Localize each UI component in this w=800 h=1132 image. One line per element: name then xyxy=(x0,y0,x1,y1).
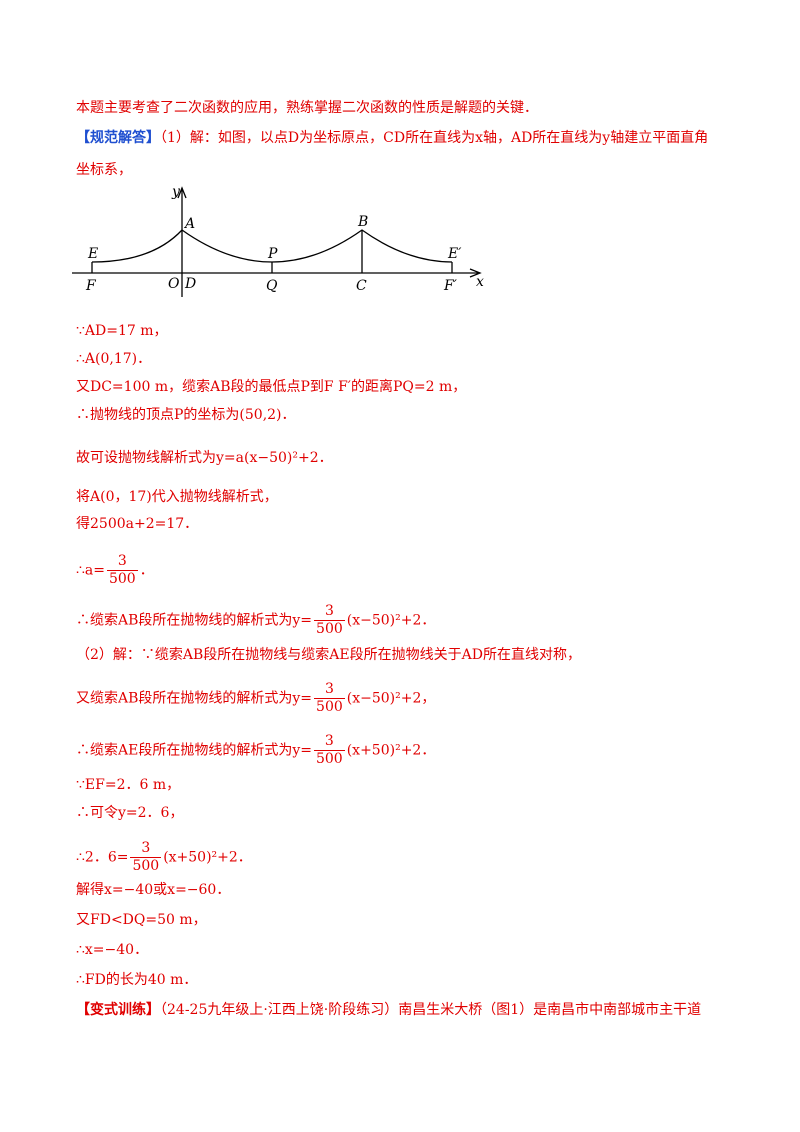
label: B xyxy=(357,214,368,230)
text-segment: 坐标系， xyxy=(76,162,132,178)
text-line: ∴可令y=2．6， xyxy=(76,803,183,823)
fraction: 3 500 xyxy=(313,733,345,768)
numerator: 3 xyxy=(314,681,345,699)
text-segment: ∴x=−40． xyxy=(76,942,149,958)
denominator: 500 xyxy=(315,751,343,767)
label: D xyxy=(184,276,196,292)
text-line: ∵AD=17 m， xyxy=(76,321,168,341)
text-line: 本题主要考查了二次函数的应用，熟练掌握二次函数的性质是解题的关键． xyxy=(76,98,538,118)
denominator: 500 xyxy=(108,571,136,587)
text-segment: 又DC=100 m，缆索AB段的最低点P到F F′的距离PQ=2 m， xyxy=(76,379,467,395)
text-segment: 本题主要考查了二次函数的应用，熟练掌握二次函数的性质是解题的关键． xyxy=(76,100,538,116)
text-line: ∴缆索AB段所在抛物线的解析式为y= 3 500 (x−50)²+2． xyxy=(76,603,435,638)
label: E′ xyxy=(447,246,462,262)
text-segment: （1）解：如图，以点D为坐标原点，CD所在直线为x轴，AD所在直线为y轴建立平面… xyxy=(160,130,709,146)
text-segment: （24-25九年级上·江西上饶·阶段练习）南昌生米大桥（图1）是南昌市中南部城市… xyxy=(160,1002,702,1018)
label: C xyxy=(356,278,367,294)
label: Q xyxy=(266,278,278,294)
text-segment: ∴缆索AB段所在抛物线的解析式为y= xyxy=(76,612,313,629)
text-segment: ∴FD的长为40 m． xyxy=(76,972,198,988)
text-segment: ∴2．6= xyxy=(76,849,129,866)
label: O xyxy=(168,276,180,292)
text-line: ∴A(0,17)． xyxy=(76,349,151,369)
numerator: 3 xyxy=(106,553,138,571)
text-line: ∴a= 3 500 ． xyxy=(76,553,154,588)
text-segment: (x−50)²+2， xyxy=(346,690,436,707)
text-segment: 解得x=−40或x=−60． xyxy=(76,882,231,898)
text-segment: ∴缆索AE段所在抛物线的解析式为y= xyxy=(76,742,312,759)
text-segment: 【变式训练】 xyxy=(76,1002,160,1018)
numerator: 3 xyxy=(314,603,345,621)
cable xyxy=(91,229,453,263)
text-line: ∴x=−40． xyxy=(76,940,148,960)
text-segment: ∵AD=17 m， xyxy=(76,323,168,339)
text-line: （2）解：∵缆索AB段所在抛物线与缆索AE段所在抛物线关于AD所在直线对称， xyxy=(76,645,581,665)
text-line: 将A(0，17)代入抛物线解析式， xyxy=(76,487,278,507)
denominator: 500 xyxy=(316,621,343,637)
fraction: 3 500 xyxy=(106,553,138,588)
text-segment: (x+50)²+2． xyxy=(163,849,252,866)
label: A xyxy=(183,216,195,232)
text-segment: 又缆索AB段所在抛物线的解析式为y= xyxy=(76,690,313,707)
text-segment: ∴A(0,17)． xyxy=(76,351,152,367)
text-line: 【规范解答】（1）解：如图，以点D为坐标原点，CD所在直线为x轴，AD所在直线为… xyxy=(76,128,708,148)
text-line: ∴抛物线的顶点P的坐标为(50,2)． xyxy=(76,405,296,425)
text-segment: 得2500a+2=17． xyxy=(76,516,199,532)
text-line: 解得x=−40或x=−60． xyxy=(76,880,230,900)
fraction: 3 500 xyxy=(314,603,345,638)
denominator: 500 xyxy=(132,858,160,874)
text-line: ∵EF=2．6 m， xyxy=(76,775,180,795)
label: F′ xyxy=(443,278,458,294)
text-line: ∴缆索AE段所在抛物线的解析式为y= 3 500 (x+50)²+2． xyxy=(76,733,435,768)
label: E xyxy=(87,246,98,262)
text-segment: (x+50)²+2． xyxy=(346,742,436,759)
text-line: ∴2．6= 3 500 (x+50)²+2． xyxy=(76,840,252,875)
text-segment: (x−50)²+2． xyxy=(346,612,436,629)
text-segment: ∴a= xyxy=(76,562,105,579)
text-segment: 又FD<DQ=50 m， xyxy=(76,912,207,928)
text-segment: 将A(0，17)代入抛物线解析式， xyxy=(76,489,278,505)
diagram: y A B E P E′ F O D Q C F′ x xyxy=(72,184,484,297)
text-segment: ∵EF=2．6 m， xyxy=(76,777,181,793)
text-line: 得2500a+2=17． xyxy=(76,514,198,534)
text-line: 坐标系， xyxy=(76,160,132,180)
numerator: 3 xyxy=(313,733,345,751)
text-segment: 【规范解答】 xyxy=(76,130,160,146)
text-line: ∴FD的长为40 m． xyxy=(76,970,197,990)
label: F xyxy=(85,278,97,294)
denominator: 500 xyxy=(316,699,343,715)
text-line: 又缆索AB段所在抛物线的解析式为y= 3 500 (x−50)²+2， xyxy=(76,681,435,716)
text-line: 【变式训练】（24-25九年级上·江西上饶·阶段练习）南昌生米大桥（图1）是南昌… xyxy=(76,1000,701,1020)
text-segment: ∴可令y=2．6， xyxy=(76,805,184,821)
fraction: 3 500 xyxy=(314,681,345,716)
label: P xyxy=(267,246,278,262)
text-line: 又DC=100 m，缆索AB段的最低点P到F F′的距离PQ=2 m， xyxy=(76,377,466,397)
text-segment: ． xyxy=(139,562,154,579)
numerator: 3 xyxy=(130,840,162,858)
text-segment: （2）解：∵缆索AB段所在抛物线与缆索AE段所在抛物线关于AD所在直线对称， xyxy=(76,647,581,663)
text-line: 又FD<DQ=50 m， xyxy=(76,910,207,930)
x-arrow xyxy=(469,268,482,278)
text-line: 故可设抛物线解析式为y=a(x−50)²+2． xyxy=(76,448,333,468)
label: y xyxy=(171,184,181,200)
fraction: 3 500 xyxy=(130,840,162,875)
text-segment: 故可设抛物线解析式为y=a(x−50)²+2． xyxy=(76,450,333,466)
label: x xyxy=(476,274,484,290)
y-arrow xyxy=(177,186,187,199)
text-segment: ∴抛物线的顶点P的坐标为(50,2)． xyxy=(76,407,296,423)
